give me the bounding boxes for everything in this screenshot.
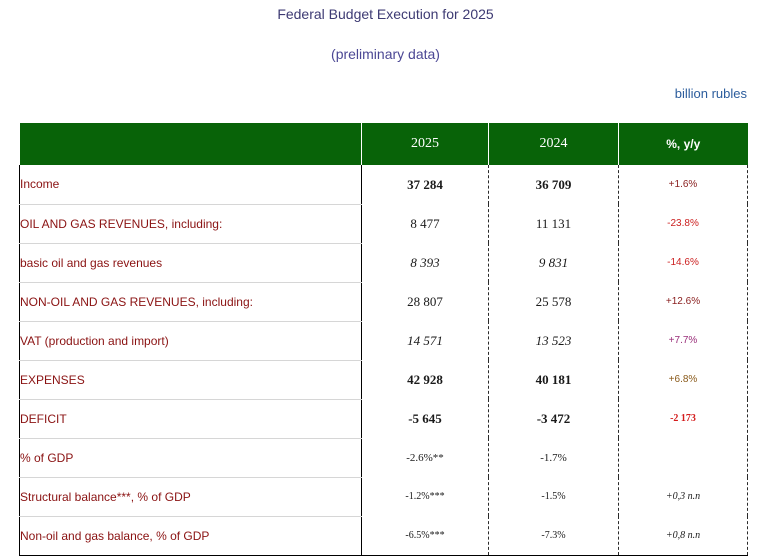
cell-2024: 36 709 [488,165,619,204]
table-header-row: 2025 2024 %, y/y [19,123,748,165]
cell-2024: 25 578 [488,282,619,321]
table-row: Structural balance***, % of GDP -1.2%***… [19,477,748,517]
cell-2025: -2.6%** [361,438,489,477]
page-title: Federal Budget Execution for 2025 [277,6,494,22]
cell-change: +1.6% [618,165,748,204]
header-cell-2024: 2024 [488,123,619,165]
cell-2025: 8 477 [361,204,489,243]
table-row: basic oil and gas revenues 8 393 9 831 -… [19,243,748,283]
cell-change: -23.8% [618,204,748,243]
table-row: NON-OIL AND GAS REVENUES, including: 28 … [19,282,748,322]
table-row: EXPENSES 42 928 40 181 +6.8% [19,360,748,400]
cell-2025: -5 645 [361,399,489,438]
table-row: % of GDP -2.6%** -1.7% [19,438,748,478]
row-label: VAT (production and import) [19,321,362,361]
cell-change: +6.8% [618,360,748,399]
cell-2025: 37 284 [361,165,489,204]
units-note: billion rubles [674,86,747,101]
cell-2025: 14 571 [361,321,489,360]
budget-table: 2025 2024 %, y/y Income 37 284 36 709 +1… [19,123,748,556]
table-row: Non-oil and gas balance, % of GDP -6.5%*… [19,516,748,556]
table-row: DEFICIT -5 645 -3 472 -2 173 [19,399,748,439]
cell-2024: -1.5% [488,477,619,516]
cell-2024: 9 831 [488,243,619,282]
row-label: DEFICIT [19,399,362,439]
row-label: basic oil and gas revenues [19,243,362,283]
cell-2024: 13 523 [488,321,619,360]
row-label: OIL AND GAS REVENUES, including: [19,204,362,244]
row-label: % of GDP [19,438,362,478]
header-cell-name [19,123,362,165]
page-subtitle: (preliminary data) [331,46,440,62]
cell-change: -2 173 [618,399,748,438]
cell-2025: 28 807 [361,282,489,321]
cell-change: +0,3 п.п [618,477,748,516]
cell-change: -14.6% [618,243,748,282]
table-row: VAT (production and import) 14 571 13 52… [19,321,748,361]
header-cell-2025: 2025 [361,123,489,165]
cell-2025: 8 393 [361,243,489,282]
cell-2024: -1.7% [488,438,619,477]
row-label: EXPENSES [19,360,362,400]
cell-2024: 11 131 [488,204,619,243]
cell-change: +0,8 п.п [618,516,748,556]
row-label: NON-OIL AND GAS REVENUES, including: [19,282,362,322]
cell-2025: -6.5%*** [361,516,489,556]
cell-change: +7.7% [618,321,748,360]
table-row: OIL AND GAS REVENUES, including: 8 477 1… [19,204,748,244]
cell-2025: 42 928 [361,360,489,399]
cell-change: +12.6% [618,282,748,321]
row-label: Income [19,165,362,205]
header-cell-change: %, y/y [618,123,748,165]
cell-change [618,438,748,477]
row-label: Structural balance***, % of GDP [19,477,362,517]
cell-2025: -1.2%*** [361,477,489,516]
cell-2024: 40 181 [488,360,619,399]
cell-2024: -3 472 [488,399,619,438]
cell-2024: -7.3% [488,516,619,556]
table-row: Income 37 284 36 709 +1.6% [19,165,748,205]
row-label: Non-oil and gas balance, % of GDP [19,516,362,556]
